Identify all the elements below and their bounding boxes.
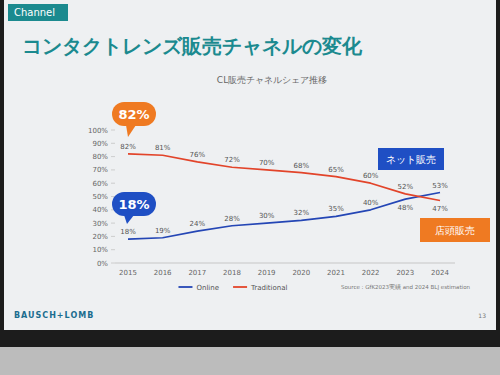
y-tick: [111, 169, 115, 170]
y-tick-label: 70%: [92, 166, 108, 174]
y-tick: [111, 183, 115, 184]
data-label: 47%: [432, 205, 448, 213]
legend-entry: Online: [196, 284, 219, 292]
callout-box: [378, 148, 444, 170]
tag-box: [8, 4, 68, 21]
y-tick-label: 60%: [92, 180, 108, 188]
chart-title: CL販売チャネルシェア推移: [217, 75, 327, 85]
callout-text: ネット販売: [386, 154, 436, 165]
data-label: 81%: [155, 144, 171, 152]
x-tick-label: 2024: [431, 269, 449, 277]
x-tick-label: 2017: [188, 269, 206, 277]
callout-tail: [124, 215, 134, 224]
data-label: 82%: [120, 143, 136, 151]
x-tick-label: 2016: [154, 269, 172, 277]
callout: ネット販売: [378, 148, 444, 170]
y-tick: [111, 156, 115, 157]
data-label: 30%: [259, 212, 275, 220]
y-tick-label: 90%: [92, 140, 108, 148]
wall: [0, 347, 500, 375]
x-tick-label: 2020: [292, 269, 310, 277]
data-label: 32%: [294, 209, 310, 217]
data-label: 65%: [328, 166, 344, 174]
data-label: 48%: [398, 204, 414, 212]
data-label: 76%: [190, 151, 206, 159]
page: Channel コンタクトレンズ販売チャネルの変化 CL販売チャネルシェア推移 0% 1…: [0, 0, 500, 375]
y-tick: [111, 143, 115, 144]
y-tick-label: 100%: [88, 127, 108, 135]
page-number: 13: [478, 312, 486, 319]
y-tick-label: 10%: [92, 246, 108, 254]
callout: 18%: [112, 192, 156, 224]
y-tick-label: 50%: [92, 193, 108, 201]
y-tick-label: 0%: [97, 260, 108, 268]
data-label: 70%: [259, 159, 275, 167]
data-label: 60%: [363, 172, 379, 180]
callout-text: 82%: [118, 107, 149, 122]
y-tick-label: 40%: [92, 206, 108, 214]
x-axis: [115, 263, 455, 264]
callout: 店頭販売: [420, 218, 490, 242]
x-tick-label: 2022: [362, 269, 380, 277]
callout-tail: [126, 125, 136, 137]
callout-bubble: [112, 192, 156, 216]
y-tick-label: 20%: [92, 233, 108, 241]
y-tick-label: 80%: [92, 153, 108, 161]
data-label: 28%: [224, 215, 240, 223]
callout-box: [420, 218, 490, 242]
bezel: [0, 0, 500, 375]
data-label: 35%: [328, 205, 344, 213]
callout-text: 18%: [118, 197, 149, 212]
data-label: 40%: [363, 199, 379, 207]
data-label: 24%: [190, 220, 206, 228]
series-line: [128, 154, 440, 201]
x-tick-label: 2015: [119, 269, 137, 277]
heading: コンタクトレンズ販売チャネルの変化: [22, 34, 363, 58]
legend-entry: Traditional: [250, 284, 288, 292]
legend-swatch: [178, 286, 192, 288]
y-tick: [111, 263, 115, 264]
y-tick-label: 30%: [92, 220, 108, 228]
y-tick: [111, 249, 115, 250]
x-tick-label: 2021: [327, 269, 345, 277]
y-tick: [111, 223, 115, 224]
y-tick: [111, 236, 115, 237]
x-tick-label: 2023: [396, 269, 414, 277]
callout-text: 店頭販売: [435, 225, 475, 236]
data-label: 18%: [120, 228, 136, 236]
tag: Channel: [14, 7, 55, 18]
callout: 82%: [112, 102, 156, 137]
data-label: 52%: [398, 183, 414, 191]
data-label: 72%: [224, 156, 240, 164]
data-label: 53%: [432, 182, 448, 190]
y-tick: [111, 130, 115, 131]
x-tick-label: 2018: [223, 269, 241, 277]
brand: BAUSCH+LOMB: [14, 311, 94, 320]
legend: Online Traditional: [178, 284, 287, 292]
series-line: [128, 193, 440, 240]
source: Source : GfK2023実績 and 2024 BLJ estimati…: [341, 283, 471, 291]
data-label: 68%: [294, 162, 310, 170]
x-tick-label: 2019: [258, 269, 276, 277]
legend-swatch: [233, 286, 247, 288]
slide: [4, 0, 496, 330]
callout-bubble: [112, 102, 156, 126]
data-label: 19%: [155, 227, 171, 235]
